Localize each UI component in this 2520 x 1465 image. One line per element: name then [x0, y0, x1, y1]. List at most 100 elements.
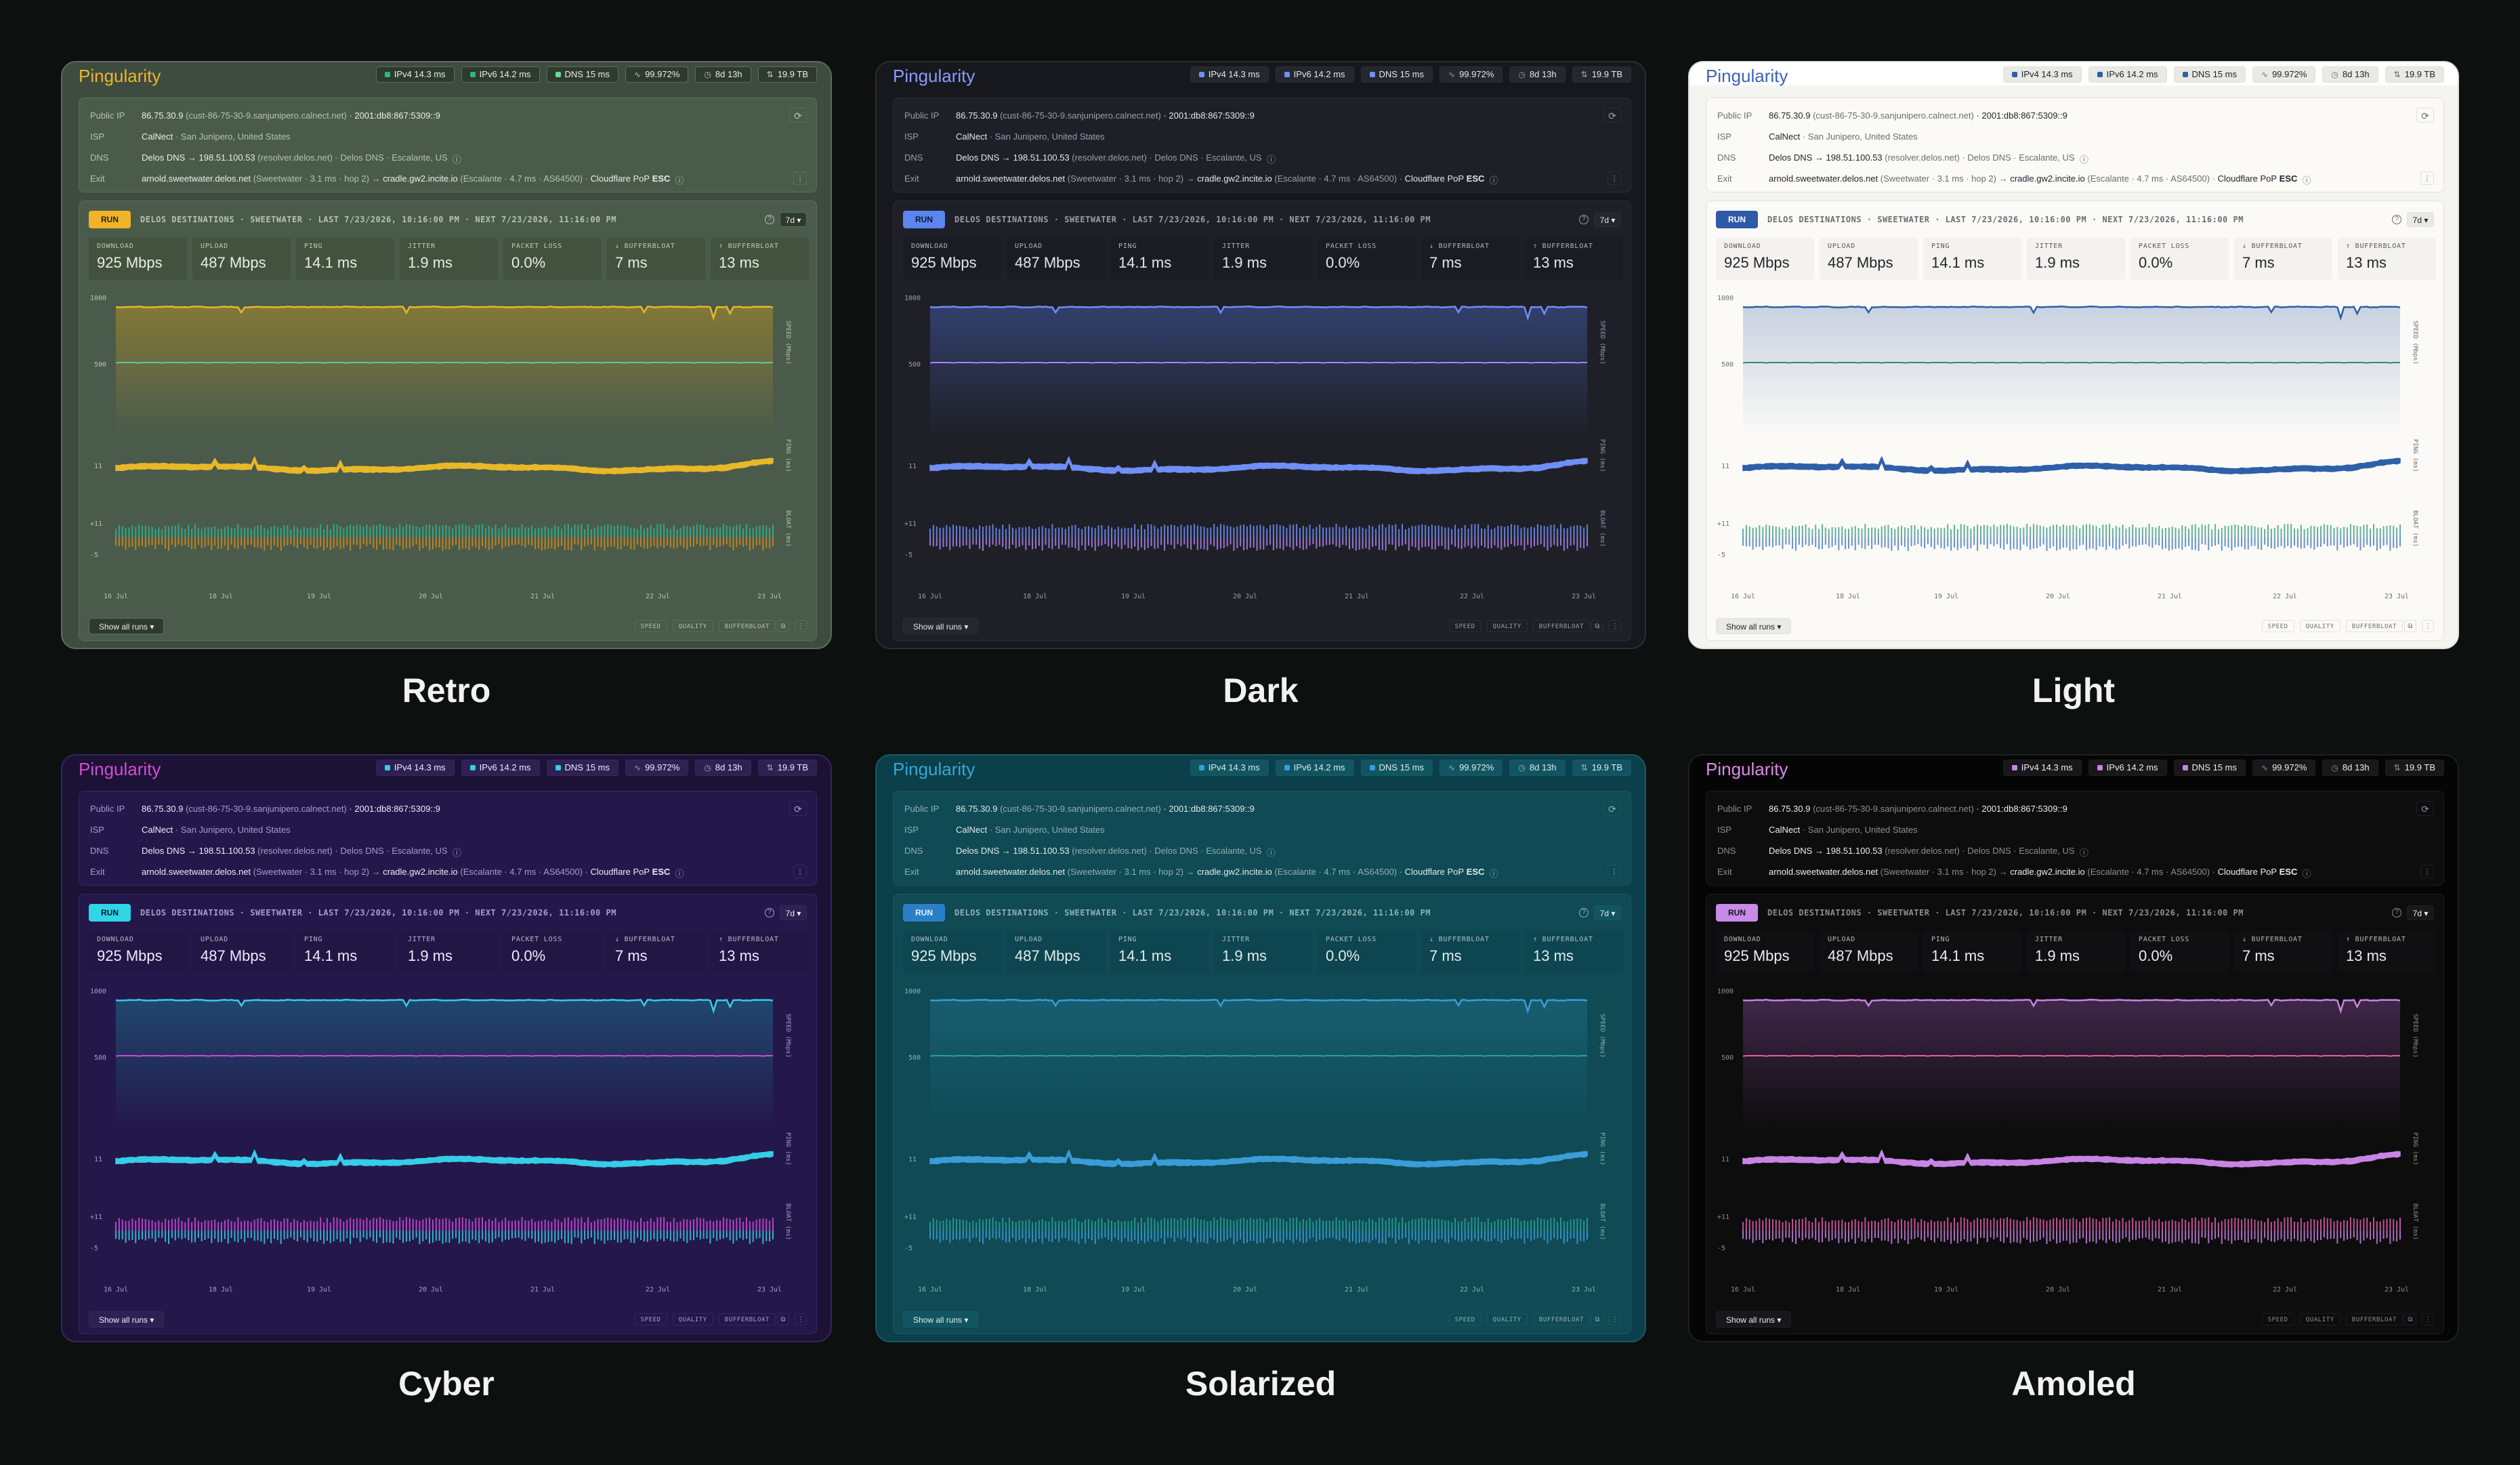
status-chip[interactable]: DNS 15 ms	[1360, 760, 1433, 776]
help-icon[interactable]: ?	[1579, 215, 1589, 224]
status-chip[interactable]: ◷ 8d 13h	[1509, 66, 1566, 83]
status-chip[interactable]: ◷ 8d 13h	[2322, 66, 2378, 83]
legend-toggle[interactable]: SPEED	[1448, 620, 1482, 632]
expand-icon[interactable]: ⋮	[2420, 171, 2434, 185]
legend-toggle[interactable]: BUFFERBLOAT	[2345, 620, 2403, 632]
copy-icon[interactable]: ⧉	[2404, 1313, 2416, 1325]
range-select[interactable]: 7d ▾	[1594, 905, 1621, 920]
status-chip[interactable]: IPv4 14.3 ms	[2002, 760, 2082, 776]
status-chip[interactable]: ⇅ 19.9 TB	[1572, 760, 1631, 776]
range-select[interactable]: 7d ▾	[2407, 212, 2434, 227]
status-chip[interactable]: IPv6 14.2 ms	[2088, 760, 2167, 776]
status-chip[interactable]: IPv6 14.2 ms	[1275, 760, 1354, 776]
more-icon[interactable]: ⋮	[795, 1313, 807, 1325]
legend-toggle[interactable]: BUFFERBLOAT	[1532, 1313, 1590, 1325]
run-button[interactable]: RUN	[903, 211, 945, 228]
refresh-icon[interactable]: ⟳	[2416, 108, 2434, 123]
status-chip[interactable]: ∿ 99.972%	[1440, 66, 1503, 83]
legend-toggle[interactable]: QUALITY	[1486, 1313, 1528, 1325]
range-select[interactable]: 7d ▾	[1594, 212, 1621, 227]
more-icon[interactable]: ⋮	[1609, 1313, 1621, 1325]
status-chip[interactable]: DNS 15 ms	[2173, 66, 2246, 83]
run-button[interactable]: RUN	[1716, 904, 1758, 922]
legend-toggle[interactable]: SPEED	[634, 620, 667, 632]
expand-icon[interactable]: ⋮	[793, 865, 807, 878]
more-icon[interactable]: ⋮	[2422, 620, 2434, 632]
help-icon[interactable]: ?	[2392, 908, 2401, 917]
status-chip[interactable]: ◷ 8d 13h	[2322, 760, 2378, 776]
status-chip[interactable]: ◷ 8d 13h	[695, 760, 751, 776]
run-button[interactable]: RUN	[89, 904, 131, 922]
legend-toggle[interactable]: SPEED	[634, 1313, 667, 1325]
legend-toggle[interactable]: QUALITY	[1486, 620, 1528, 632]
show-all-runs-button[interactable]: Show all runs ▾	[89, 618, 165, 634]
more-icon[interactable]: ⋮	[1609, 620, 1621, 632]
show-all-runs-button[interactable]: Show all runs ▾	[903, 618, 979, 634]
legend-toggle[interactable]: SPEED	[2261, 1313, 2294, 1325]
status-chip[interactable]: ∿ 99.972%	[1440, 760, 1503, 776]
legend-toggle[interactable]: QUALITY	[2299, 1313, 2340, 1325]
legend-toggle[interactable]: QUALITY	[672, 1313, 713, 1325]
status-chip[interactable]: IPv6 14.2 ms	[2088, 66, 2167, 83]
range-select[interactable]: 7d ▾	[780, 905, 807, 920]
run-button[interactable]: RUN	[89, 211, 131, 228]
status-chip[interactable]: ∿ 99.972%	[2252, 66, 2316, 83]
expand-icon[interactable]: ⋮	[2420, 865, 2434, 878]
more-icon[interactable]: ⋮	[2422, 1313, 2434, 1325]
expand-icon[interactable]: ⋮	[1608, 865, 1621, 878]
show-all-runs-button[interactable]: Show all runs ▾	[89, 1311, 165, 1327]
status-chip[interactable]: IPv6 14.2 ms	[461, 760, 540, 776]
status-chip[interactable]: IPv4 14.3 ms	[1190, 760, 1269, 776]
status-chip[interactable]: DNS 15 ms	[1360, 66, 1433, 83]
refresh-icon[interactable]: ⟳	[2416, 801, 2434, 816]
status-chip[interactable]: IPv4 14.3 ms	[2002, 66, 2082, 83]
status-chip[interactable]: ⇅ 19.9 TB	[2385, 760, 2444, 776]
legend-toggle[interactable]: QUALITY	[2299, 620, 2340, 632]
status-chip[interactable]: IPv4 14.3 ms	[375, 66, 455, 83]
expand-icon[interactable]: ⋮	[1608, 171, 1621, 185]
status-chip[interactable]: ◷ 8d 13h	[1509, 760, 1566, 776]
legend-toggle[interactable]: BUFFERBLOAT	[718, 1313, 776, 1325]
copy-icon[interactable]: ⧉	[2404, 620, 2416, 632]
legend-toggle[interactable]: QUALITY	[672, 620, 713, 632]
refresh-icon[interactable]: ⟳	[1603, 108, 1621, 123]
legend-toggle[interactable]: BUFFERBLOAT	[1532, 620, 1590, 632]
status-chip[interactable]: DNS 15 ms	[546, 66, 618, 83]
range-select[interactable]: 7d ▾	[2407, 905, 2434, 920]
status-chip[interactable]: ∿ 99.972%	[625, 760, 689, 776]
status-chip[interactable]: ◷ 8d 13h	[695, 66, 751, 83]
status-chip[interactable]: IPv6 14.2 ms	[461, 66, 540, 83]
run-button[interactable]: RUN	[1716, 211, 1758, 228]
status-chip[interactable]: DNS 15 ms	[546, 760, 618, 776]
refresh-icon[interactable]: ⟳	[789, 801, 807, 816]
legend-toggle[interactable]: SPEED	[2261, 620, 2294, 632]
show-all-runs-button[interactable]: Show all runs ▾	[1716, 1311, 1792, 1327]
copy-icon[interactable]: ⧉	[777, 1313, 789, 1325]
refresh-icon[interactable]: ⟳	[1603, 801, 1621, 816]
status-chip[interactable]: ⇅ 19.9 TB	[1572, 66, 1631, 83]
help-icon[interactable]: ?	[765, 215, 774, 224]
copy-icon[interactable]: ⧉	[777, 620, 789, 632]
legend-toggle[interactable]: BUFFERBLOAT	[2345, 1313, 2403, 1325]
refresh-icon[interactable]: ⟳	[789, 108, 807, 123]
status-chip[interactable]: IPv4 14.3 ms	[1190, 66, 1269, 83]
show-all-runs-button[interactable]: Show all runs ▾	[1716, 618, 1792, 634]
status-chip[interactable]: ⇅ 19.9 TB	[757, 66, 817, 83]
status-chip[interactable]: DNS 15 ms	[2173, 760, 2246, 776]
status-chip[interactable]: ⇅ 19.9 TB	[757, 760, 817, 776]
help-icon[interactable]: ?	[765, 908, 774, 917]
show-all-runs-button[interactable]: Show all runs ▾	[903, 1311, 979, 1327]
status-chip[interactable]: ⇅ 19.9 TB	[2385, 66, 2444, 83]
expand-icon[interactable]: ⋮	[793, 171, 807, 185]
run-button[interactable]: RUN	[903, 904, 945, 922]
status-chip[interactable]: IPv6 14.2 ms	[1275, 66, 1354, 83]
legend-toggle[interactable]: SPEED	[1448, 1313, 1482, 1325]
legend-toggle[interactable]: BUFFERBLOAT	[718, 620, 776, 632]
status-chip[interactable]: ∿ 99.972%	[2252, 760, 2316, 776]
copy-icon[interactable]: ⧉	[1591, 1313, 1603, 1325]
help-icon[interactable]: ?	[2392, 215, 2401, 224]
status-chip[interactable]: ∿ 99.972%	[625, 66, 689, 83]
status-chip[interactable]: IPv4 14.3 ms	[375, 760, 455, 776]
more-icon[interactable]: ⋮	[795, 620, 807, 632]
help-icon[interactable]: ?	[1579, 908, 1589, 917]
